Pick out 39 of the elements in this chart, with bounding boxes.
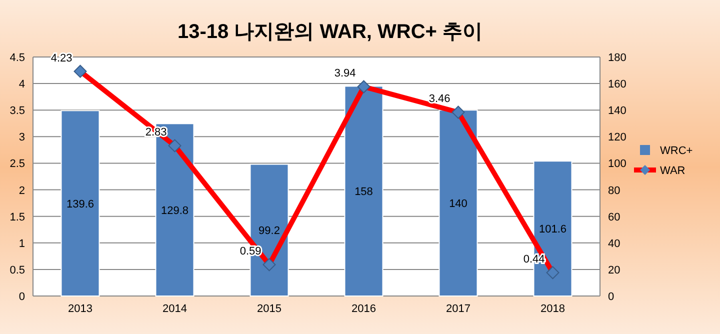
y-tick-label: 2.5	[10, 158, 25, 170]
y-tick-label: 2	[18, 184, 25, 197]
y2-tick-label: 60	[608, 211, 620, 224]
y-tick-label: 4.5	[10, 52, 25, 64]
y-tick-label: 4	[18, 78, 25, 91]
x-tick-label: 2013	[68, 303, 92, 315]
y-tick-label: 1	[18, 238, 25, 250]
x-tick-label: 2015	[257, 303, 282, 315]
y-tick-label: 1.5	[10, 211, 25, 224]
data-label: 99.2	[258, 225, 280, 238]
y2-tick-label: 20	[608, 264, 620, 276]
y2-tick-label: 80	[608, 184, 620, 197]
y2-tick-label: 0	[608, 291, 614, 303]
y2-tick-label: 160	[608, 78, 626, 91]
data-label: 101.6	[538, 224, 567, 236]
data-label: 3.46	[428, 93, 450, 106]
data-label: 140	[449, 198, 468, 210]
data-label: 158	[354, 186, 373, 198]
x-tick-label: 2016	[352, 303, 376, 315]
x-tick-label: 2014	[162, 303, 187, 315]
y-tick-label: 3	[18, 132, 25, 144]
data-label: 2.83	[145, 126, 167, 139]
data-label: 3.94	[334, 68, 356, 80]
data-label: 139.6	[66, 198, 94, 210]
data-label: 129.8	[160, 204, 189, 217]
data-label: 4.23	[50, 52, 72, 64]
y-tick-label: 0.5	[10, 264, 25, 276]
y2-tick-label: 180	[608, 52, 626, 64]
x-tick-label: 2017	[446, 303, 470, 315]
legend-label: WRC+	[660, 145, 693, 157]
y2-tick-label: 40	[608, 238, 620, 250]
chart-title: 13-18 나지완의 WAR, WRC+ 추이	[177, 21, 483, 43]
y2-tick-label: 140	[608, 105, 626, 118]
y-tick-label: 3.5	[10, 105, 25, 118]
y-tick-label: 0	[18, 291, 25, 303]
x-tick-label: 2018	[540, 303, 565, 315]
y2-tick-label: 100	[608, 158, 626, 170]
legend-label: WAR	[660, 165, 686, 177]
y2-tick-label: 120	[608, 132, 626, 144]
